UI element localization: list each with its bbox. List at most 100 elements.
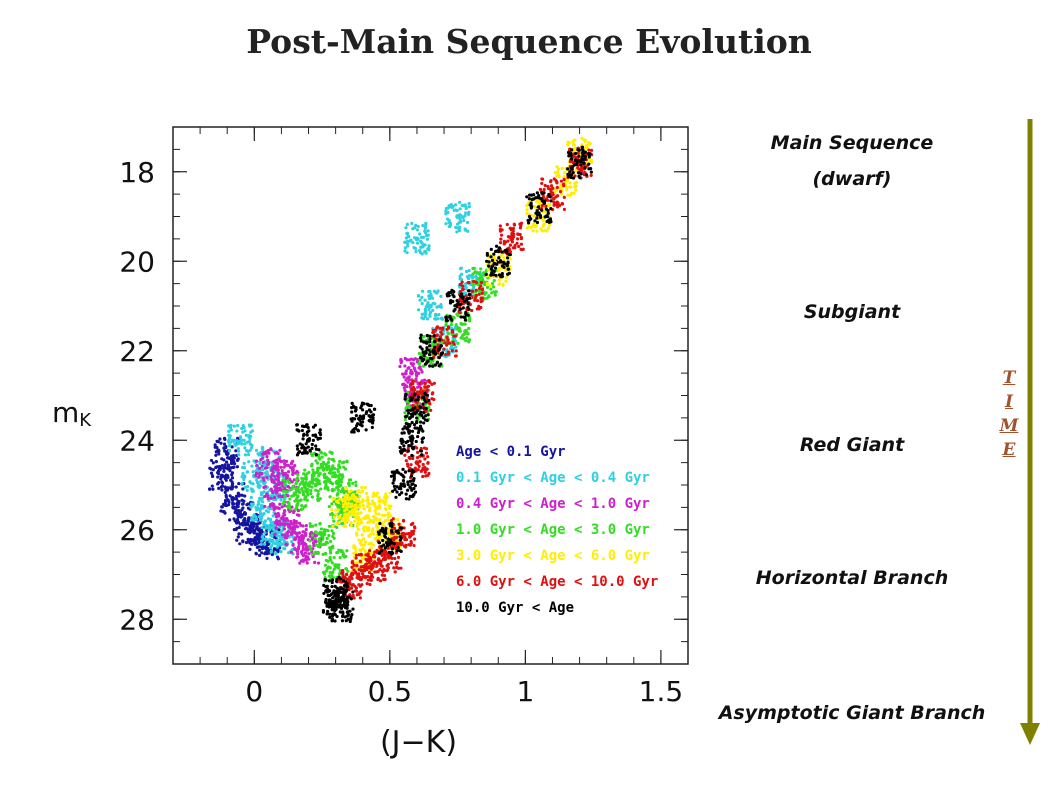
cloud-dot <box>558 189 563 194</box>
cloud-dot <box>520 247 524 252</box>
cloud-dot <box>257 485 261 490</box>
cloud-dot <box>301 553 306 557</box>
cloud-dot <box>422 378 427 382</box>
cloud-dot <box>420 301 424 306</box>
cloud-dot <box>322 572 327 576</box>
cloud-dot <box>467 289 471 293</box>
cloud-dot <box>416 397 420 402</box>
cloud-dot <box>580 166 584 170</box>
cloud-dot <box>418 406 422 410</box>
cloud-dot <box>360 557 365 561</box>
cloud-dot <box>361 572 365 576</box>
cloud-dot <box>295 423 300 427</box>
cloud-dot <box>215 445 219 450</box>
cloud-dot <box>463 318 468 322</box>
cloud-dot <box>237 492 241 496</box>
cloud-dot <box>344 572 349 577</box>
cloud-dot <box>375 491 379 495</box>
cloud-dot <box>349 586 354 590</box>
cloud-dot <box>361 526 366 531</box>
cloud-dot <box>392 474 396 478</box>
cloud-dot <box>305 423 309 427</box>
cloud-dot <box>331 596 335 600</box>
cloud-dot <box>264 537 268 541</box>
cloud-dot <box>306 493 310 497</box>
cloud-dot <box>223 490 227 495</box>
cloud-dot <box>439 294 443 298</box>
cloud-dot <box>328 612 332 616</box>
cloud-dot <box>416 237 420 241</box>
cloud-dot <box>381 527 385 531</box>
cloud-dot <box>420 453 424 457</box>
cloud-dot <box>559 179 564 183</box>
cloud-dot <box>569 193 573 197</box>
cloud-dot <box>406 425 410 429</box>
cloud-dot <box>300 550 304 554</box>
cloud-dot <box>274 520 278 524</box>
cloud-dot <box>347 496 351 500</box>
cloud-dot <box>420 437 424 441</box>
cloud-dot <box>460 280 464 284</box>
cloud-dot <box>587 155 591 159</box>
cloud-dot <box>492 252 496 256</box>
cloud-dot <box>343 467 348 471</box>
cloud-dot <box>254 459 259 463</box>
cloud-dot <box>360 424 364 428</box>
cloud-dot <box>360 420 365 424</box>
cloud-dot <box>362 543 366 547</box>
time-letter: I <box>1005 392 1013 412</box>
cloud-dot <box>217 452 221 456</box>
cloud-dot <box>224 495 228 499</box>
cloud-dot <box>409 388 414 392</box>
cloud-dot <box>458 200 462 204</box>
cloud-dot <box>244 433 248 437</box>
cloud-dot <box>233 438 237 442</box>
cloud-dot <box>435 361 439 365</box>
cloud-dot <box>350 560 354 565</box>
cloud-dot <box>461 296 465 300</box>
cloud-dot <box>314 459 318 463</box>
cloud-dot <box>573 163 577 167</box>
cloud-dot <box>232 462 237 466</box>
cloud-dot <box>474 294 478 298</box>
cloud-dot <box>377 532 381 536</box>
cloud-dot <box>248 442 252 446</box>
cloud-dot <box>300 504 304 508</box>
cloud-dot <box>547 192 551 197</box>
cloud-dot <box>412 543 416 548</box>
cloud-dot <box>231 465 235 469</box>
y-tick-label: 18 <box>119 156 155 189</box>
cloud-dot <box>277 513 281 518</box>
cloud-dot <box>226 503 231 507</box>
cloud-dot <box>354 507 359 511</box>
cloud-dot <box>339 606 344 610</box>
cloud-dot <box>344 567 348 571</box>
cloud-dot <box>291 472 295 477</box>
cloud-dot <box>328 551 333 555</box>
cloud-dot <box>239 513 244 517</box>
cloud-dot <box>365 491 369 496</box>
cloud-dot <box>366 501 370 506</box>
cloud-dot <box>308 539 312 543</box>
cloud-dot <box>504 279 508 283</box>
cloud-dot <box>421 466 425 470</box>
cloud-dot <box>428 340 432 344</box>
cloud-dot <box>485 259 489 263</box>
cloud-dot <box>244 540 249 545</box>
cloud-dot <box>493 293 497 297</box>
cloud-dot <box>473 298 477 302</box>
cloud-dot <box>390 556 394 561</box>
cloud-dot <box>328 469 333 473</box>
cloud-dot <box>416 434 420 439</box>
chart-title: Post-Main Sequence Evolution <box>246 22 812 61</box>
cloud-dot <box>372 407 377 411</box>
cloud-dot <box>421 350 425 354</box>
cloud-dot <box>360 416 364 421</box>
cloud-dot <box>379 564 383 568</box>
cloud-dot <box>287 485 291 489</box>
cloud-dot <box>362 537 366 541</box>
cloud-dot <box>336 599 340 603</box>
cloud-dot <box>463 227 467 231</box>
cloud-dot <box>546 198 550 202</box>
cloud-dot <box>411 227 415 231</box>
